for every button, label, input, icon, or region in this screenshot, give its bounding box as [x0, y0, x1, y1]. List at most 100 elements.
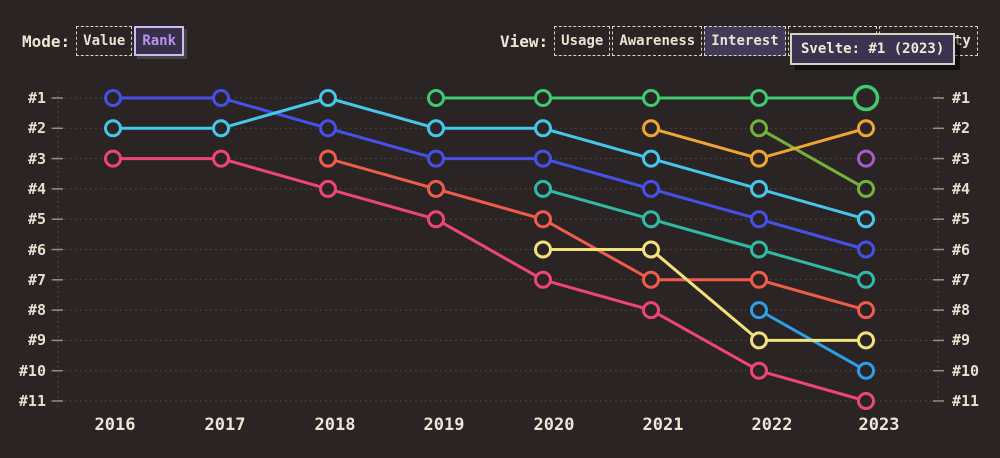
- data-point-lime-green-2022[interactable]: [750, 119, 768, 138]
- mode-label: Mode:: [22, 31, 71, 51]
- mode-buttons: Value Rank: [74, 26, 185, 56]
- data-point-pink-2023[interactable]: [857, 392, 875, 410]
- rank-label-right-6: #6: [952, 240, 971, 259]
- data-point-teal-2023[interactable]: [857, 270, 875, 289]
- data-point-blue-violet-2022[interactable]: [750, 210, 768, 229]
- data-point-salmon-2023[interactable]: [857, 301, 875, 320]
- data-point-teal-2020[interactable]: [534, 179, 552, 198]
- data-point-cyan-2016[interactable]: [104, 119, 122, 138]
- rank-label-right-4: #4: [952, 179, 971, 198]
- rank-label-right-9: #9: [952, 331, 971, 350]
- view-label: View:: [500, 31, 549, 51]
- data-point-blue-violet-2017[interactable]: [212, 89, 230, 107]
- year-label-2022: 2022: [751, 415, 793, 435]
- data-point-svelte-2020[interactable]: [534, 89, 552, 107]
- rank-label-left-11: #11: [18, 392, 46, 410]
- rank-label-left-10: #10: [18, 361, 46, 380]
- data-point-teal-2022[interactable]: [750, 240, 768, 259]
- year-label-2018: 2018: [314, 415, 356, 435]
- data-point-teal-2021[interactable]: [642, 210, 660, 229]
- data-point-cyan-2020[interactable]: [534, 119, 552, 138]
- year-label-2016: 2016: [94, 415, 136, 435]
- series-line-blue-violet: [111, 96, 868, 251]
- mode-control-group: Mode: Value Rank: [22, 26, 185, 56]
- year-label-2023: 2023: [858, 415, 900, 435]
- data-point-pink-2022[interactable]: [750, 361, 768, 380]
- rank-label-right-1: #1: [952, 89, 971, 107]
- data-point-blue-violet-2016[interactable]: [104, 89, 122, 107]
- series-line-pink: [111, 157, 868, 403]
- rank-label-left-1: #1: [27, 89, 46, 107]
- data-point-salmon-2022[interactable]: [750, 270, 768, 289]
- year-label-2019: 2019: [423, 415, 465, 435]
- data-point-pink-2018[interactable]: [319, 179, 337, 198]
- series-line-cyan: [111, 96, 868, 221]
- rank-label-left-4: #4: [27, 179, 46, 198]
- rank-label-left-6: #6: [27, 240, 46, 259]
- rank-label-right-8: #8: [952, 301, 971, 320]
- data-point-salmon-2018[interactable]: [319, 149, 337, 168]
- data-point-sky-blue-2022[interactable]: [750, 301, 768, 320]
- rank-label-right-3: #3: [952, 149, 971, 168]
- data-point-orange-2021[interactable]: [642, 119, 660, 138]
- data-point-orange-2022[interactable]: [750, 149, 768, 168]
- view-button-usage[interactable]: Usage: [554, 26, 611, 56]
- left-rank-axis: #1 #2 #3 #4 #5 #6 #7 #8 #9 #10 #11: [0, 0, 46, 458]
- data-point-yellow-2023[interactable]: [857, 331, 875, 350]
- data-point-blue-violet-2020[interactable]: [534, 149, 552, 168]
- tooltip-text: Svelte: #1 (2023): [801, 41, 945, 57]
- rank-label-right-7: #7: [952, 270, 971, 289]
- tooltip: Svelte: #1 (2023): [790, 33, 956, 65]
- mode-button-value[interactable]: Value: [76, 26, 133, 56]
- right-rank-axis: #1 #2 #3 #4 #5 #6 #7 #8 #9 #10 #11: [952, 0, 1000, 458]
- data-point-pink-2020[interactable]: [534, 270, 552, 289]
- rank-label-right-5: #5: [952, 210, 971, 229]
- data-point-blue-violet-2021[interactable]: [642, 179, 660, 198]
- data-point-cyan-2019[interactable]: [427, 119, 445, 138]
- data-point-lime-green-2023[interactable]: [857, 179, 875, 198]
- year-label-2017: 2017: [204, 415, 246, 435]
- data-point-pink-2021[interactable]: [642, 301, 660, 320]
- data-point-blue-violet-2018[interactable]: [319, 119, 337, 138]
- data-point-sky-blue-2023[interactable]: [857, 361, 875, 380]
- data-point-blue-violet-2019[interactable]: [427, 149, 445, 168]
- data-point-cyan-2021[interactable]: [642, 149, 660, 168]
- series-line-yellow: [541, 248, 868, 342]
- view-button-awareness[interactable]: Awareness: [612, 26, 703, 56]
- data-point-pink-2017[interactable]: [212, 149, 230, 168]
- data-point-salmon-2019[interactable]: [427, 179, 445, 198]
- year-label-2020: 2020: [533, 415, 575, 435]
- data-point-salmon-2021[interactable]: [642, 270, 660, 289]
- data-point-svelte-2022[interactable]: [750, 89, 768, 107]
- rank-label-left-8: #8: [27, 301, 46, 320]
- view-button-interest[interactable]: Interest: [704, 26, 786, 56]
- data-point-pink-2019[interactable]: [427, 210, 445, 229]
- data-point-salmon-2020[interactable]: [534, 210, 552, 229]
- data-point-yellow-2021[interactable]: [642, 240, 660, 259]
- data-point-purple-2023[interactable]: [857, 149, 875, 168]
- rank-label-right-11: #11: [952, 392, 980, 410]
- data-point-orange-2023[interactable]: [857, 119, 875, 138]
- data-point-cyan-2017[interactable]: [212, 119, 230, 138]
- data-point-svelte-2021[interactable]: [642, 89, 660, 107]
- data-point-cyan-2022[interactable]: [750, 179, 768, 198]
- data-point-yellow-2020[interactable]: [534, 240, 552, 259]
- data-point-blue-violet-2023[interactable]: [857, 240, 875, 259]
- rank-label-left-2: #2: [27, 119, 46, 138]
- data-point-svelte-2023[interactable]: [852, 84, 880, 112]
- data-point-yellow-2022[interactable]: [750, 331, 768, 350]
- series-line-lime-green: [757, 126, 868, 191]
- rank-label-left-5: #5: [27, 210, 46, 229]
- mode-button-rank[interactable]: Rank: [134, 26, 185, 56]
- series-line-salmon: [326, 157, 868, 312]
- data-point-pink-2016[interactable]: [104, 149, 122, 168]
- data-point-svelte-2019[interactable]: [427, 89, 445, 107]
- data-point-cyan-2018[interactable]: [319, 89, 337, 107]
- data-point-cyan-2023[interactable]: [857, 210, 875, 229]
- rank-label-left-9: #9: [27, 331, 46, 350]
- rank-label-right-10: #10: [952, 361, 980, 380]
- series-line-teal: [541, 187, 868, 282]
- year-label-2021: 2021: [642, 415, 684, 435]
